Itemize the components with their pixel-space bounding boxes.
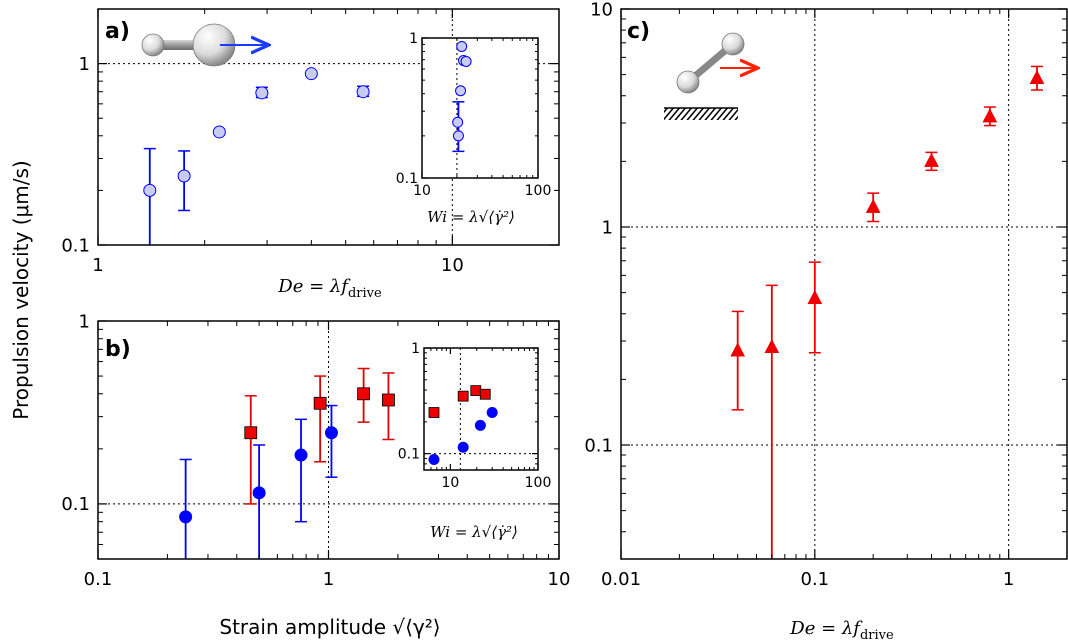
x-tick-label: 10 [441, 475, 459, 491]
panel-a-inset: 10 100 0.1 1 Wi = λ√⟨γ̇²⟩ [396, 31, 552, 226]
data-point [452, 130, 464, 142]
data-point [177, 169, 191, 183]
y-tick-label: 0.1 [61, 494, 90, 515]
x-tick-label: 0.1 [84, 569, 113, 590]
panel-b-inset: 10 100 0.1 1 Wi = λ√⟨γ̇²⟩ [398, 341, 552, 541]
panel-a-grid [98, 9, 559, 245]
y-tick-label: 0.1 [396, 171, 418, 187]
data-point [179, 510, 193, 524]
tethered-swimmer-illustration [664, 32, 756, 120]
data-point [486, 407, 498, 419]
data-point [470, 385, 482, 397]
data-point [356, 85, 370, 99]
x-tick-label: 1 [323, 569, 334, 590]
panel-a-x-label-eq: = λf [303, 276, 351, 297]
panel-a-letter: a) [105, 19, 130, 44]
x-tick-label: 10 [441, 255, 464, 276]
data-point [1029, 69, 1045, 84]
panel-b-grid [98, 321, 559, 559]
panel-a-series [143, 67, 370, 245]
x-tick-label: 0.01 [601, 569, 641, 590]
data-point [452, 116, 464, 128]
data-point [807, 289, 823, 304]
y-tick-label: 10 [590, 0, 613, 20]
y-tick-label: 1 [79, 311, 90, 332]
panel-b-frame [97, 320, 560, 560]
panel-a-x-label: De = λfdrive [277, 276, 382, 301]
x-tick-label: 100 [525, 183, 552, 199]
data-point [294, 448, 308, 462]
data-point [324, 426, 338, 440]
panel-b-x-label: Strain amplitude √⟨γ²⟩ [219, 615, 440, 639]
data-point [357, 387, 371, 401]
x-tick-label: 10 [413, 183, 431, 199]
data-point [455, 85, 467, 97]
panel-c: 0.01 0.1 1 0.1 1 10 c) De = λfdrive [584, 0, 1068, 643]
panel-c-frame [620, 8, 1068, 560]
panel-a-inset-x-label: Wi = λ√⟨γ̇²⟩ [427, 208, 515, 226]
panel-c-x-label-eq: = λf [815, 618, 863, 639]
y-tick-label: 0.1 [398, 447, 420, 463]
data-point [982, 108, 998, 123]
panel-a-x-label-sub: drive [348, 286, 382, 301]
dumbbell-swimmer-illustration [141, 23, 267, 67]
data-point [457, 390, 469, 402]
y-tick-label: 0.1 [584, 435, 613, 456]
data-point [428, 407, 440, 418]
panel-a-frame [97, 8, 560, 246]
panel-b-series [179, 367, 395, 559]
data-point [730, 342, 746, 357]
data-point [252, 486, 266, 500]
x-tick-label: 10 [548, 569, 571, 590]
data-point [212, 125, 226, 139]
data-point [924, 152, 939, 167]
data-point [460, 55, 472, 67]
panel-c-series [730, 65, 1045, 559]
y-tick-label: 1 [79, 54, 90, 75]
y-tick-label: 1 [409, 31, 418, 47]
data-point [244, 426, 258, 440]
y-tick-label: 0.1 [61, 235, 90, 256]
panel-b-inset-x-label: Wi = λ√⟨γ̇²⟩ [430, 523, 518, 541]
x-tick-label: 1 [1003, 569, 1014, 590]
y-tick-label: 1 [411, 341, 420, 357]
shared-y-axis-label: Propulsion velocity (μm/s) [9, 160, 33, 419]
data-point [865, 198, 881, 213]
x-tick-label: 1 [92, 255, 103, 276]
data-point [457, 441, 469, 453]
y-tick-label: 1 [602, 217, 613, 238]
data-point [428, 454, 440, 466]
data-point [313, 396, 327, 410]
panel-c-x-label-sub: drive [860, 628, 894, 643]
data-point [255, 86, 269, 100]
data-point [764, 338, 780, 354]
data-point [304, 67, 318, 81]
panel-c-ticks: 0.01 0.1 1 0.1 1 10 [584, 0, 1067, 590]
panel-a-x-label-main: De [277, 276, 303, 297]
panel-b: 0.1 1 10 0.1 1 b) 10 100 0.1 1 Wi = λ√⟨γ̇²⟩ Str… [61, 311, 570, 639]
data-point [479, 388, 491, 400]
data-point [382, 393, 395, 407]
data-point [474, 419, 486, 431]
data-point [143, 183, 157, 197]
x-tick-label: 100 [525, 475, 552, 491]
panel-b-letter: b) [105, 337, 131, 362]
data-point [456, 40, 468, 52]
panel-c-x-label-main: De [789, 618, 815, 639]
x-tick-label: 0.1 [801, 569, 830, 590]
panel-c-x-label: De = λfdrive [789, 618, 894, 643]
panel-c-letter: c) [627, 19, 650, 44]
